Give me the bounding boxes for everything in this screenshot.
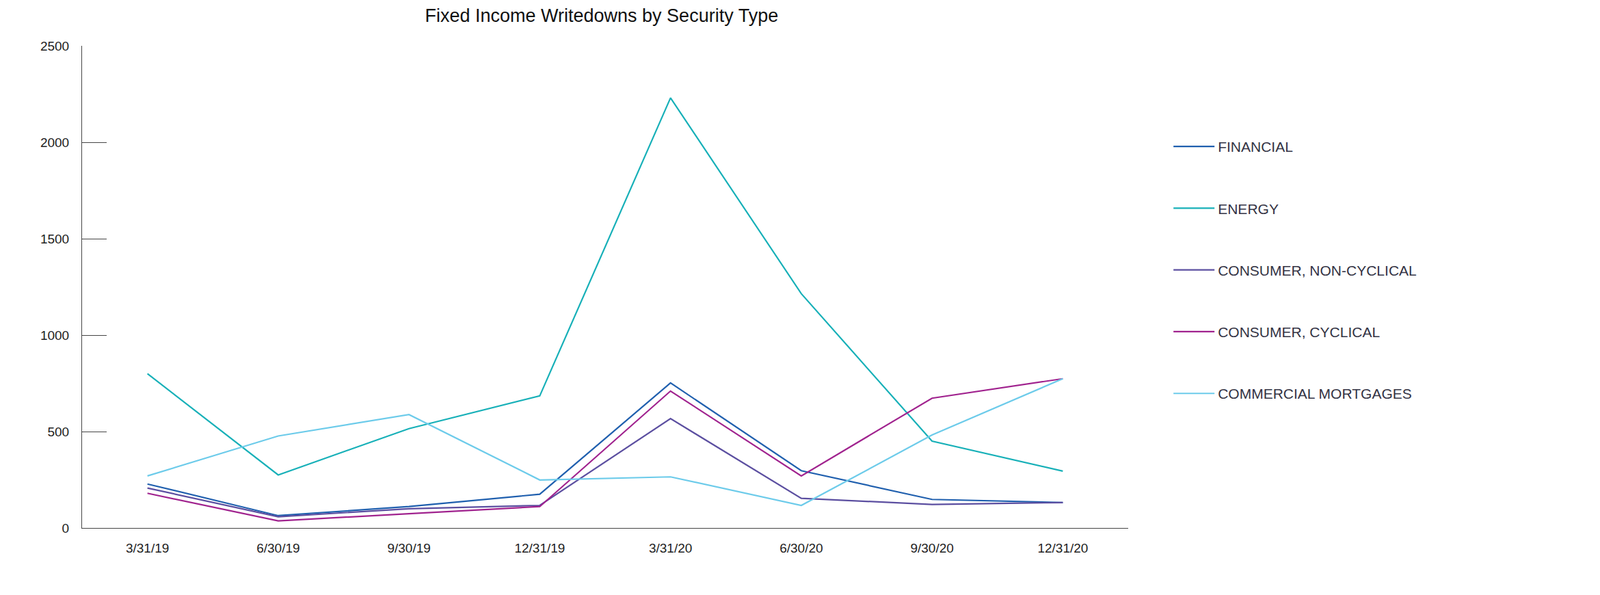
svg-text:0: 0	[62, 521, 70, 536]
svg-text:FINANCIAL: FINANCIAL	[1217, 138, 1293, 155]
svg-text:6/30/19: 6/30/19	[256, 540, 300, 556]
svg-text:500: 500	[47, 424, 70, 439]
svg-text:3/31/19: 3/31/19	[125, 540, 169, 556]
svg-text:12/31/19: 12/31/19	[514, 540, 565, 556]
svg-text:12/31/20: 12/31/20	[1037, 540, 1088, 556]
svg-text:CONSUMER, NON-CYCLICAL: CONSUMER, NON-CYCLICAL	[1217, 262, 1417, 279]
svg-text:2500: 2500	[40, 38, 70, 54]
svg-text:Fixed Income Writedowns by Sec: Fixed Income Writedowns by Security Type	[424, 5, 779, 26]
svg-text:9/30/20: 9/30/20	[910, 540, 954, 556]
svg-text:9/30/19: 9/30/19	[387, 540, 431, 556]
svg-text:ENERGY: ENERGY	[1217, 201, 1279, 217]
svg-text:3/31/20: 3/31/20	[648, 540, 692, 556]
svg-text:COMMERCIAL MORTGAGES: COMMERCIAL MORTGAGES	[1217, 385, 1412, 402]
svg-text:2000: 2000	[40, 135, 70, 150]
svg-text:1000: 1000	[40, 328, 70, 343]
svg-text:6/30/20: 6/30/20	[779, 540, 823, 556]
svg-text:1500: 1500	[40, 231, 70, 247]
svg-text:CONSUMER, CYCLICAL: CONSUMER, CYCLICAL	[1217, 324, 1380, 340]
